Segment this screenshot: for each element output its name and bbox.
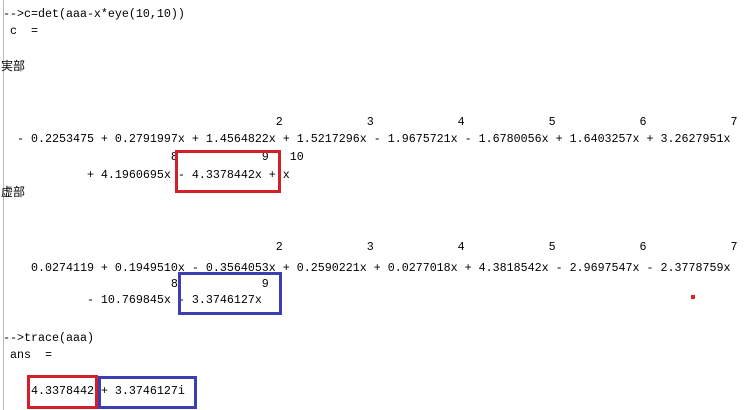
exponent-line: 8 9 (3, 277, 269, 291)
console-line: c = (3, 24, 38, 38)
highlight-box (98, 376, 197, 409)
left-border (3, 0, 4, 410)
exponent-line: 8 9 10 (3, 150, 304, 164)
exponent-line: 2 3 4 5 6 7 (3, 115, 738, 129)
highlight-box (178, 272, 282, 315)
highlight-box (175, 150, 281, 193)
console-line: - 10.769845x - 3.3746127x (3, 293, 262, 307)
console-line: ans = (3, 348, 52, 362)
console-line: 虚部 (1, 185, 26, 199)
red-dot (691, 295, 695, 299)
highlight-box (27, 375, 98, 409)
console-line: 実部 (1, 59, 26, 73)
console-line: -->trace(aaa) (3, 331, 94, 345)
exponent-line: 2 3 4 5 6 7 (3, 240, 738, 254)
console-line: + 4.1960695x - 4.3378442x + x (3, 168, 290, 182)
console-line: - 0.2253475 + 0.2791997x + 1.4564822x + … (3, 132, 731, 146)
console-line: 4.3378442 + 3.3746127i (3, 384, 185, 398)
console-line: 0.0274119 + 0.1949510x - 0.3564053x + 0.… (3, 261, 731, 275)
console-line: -->c=det(aaa-x*eye(10,10)) (3, 7, 185, 21)
